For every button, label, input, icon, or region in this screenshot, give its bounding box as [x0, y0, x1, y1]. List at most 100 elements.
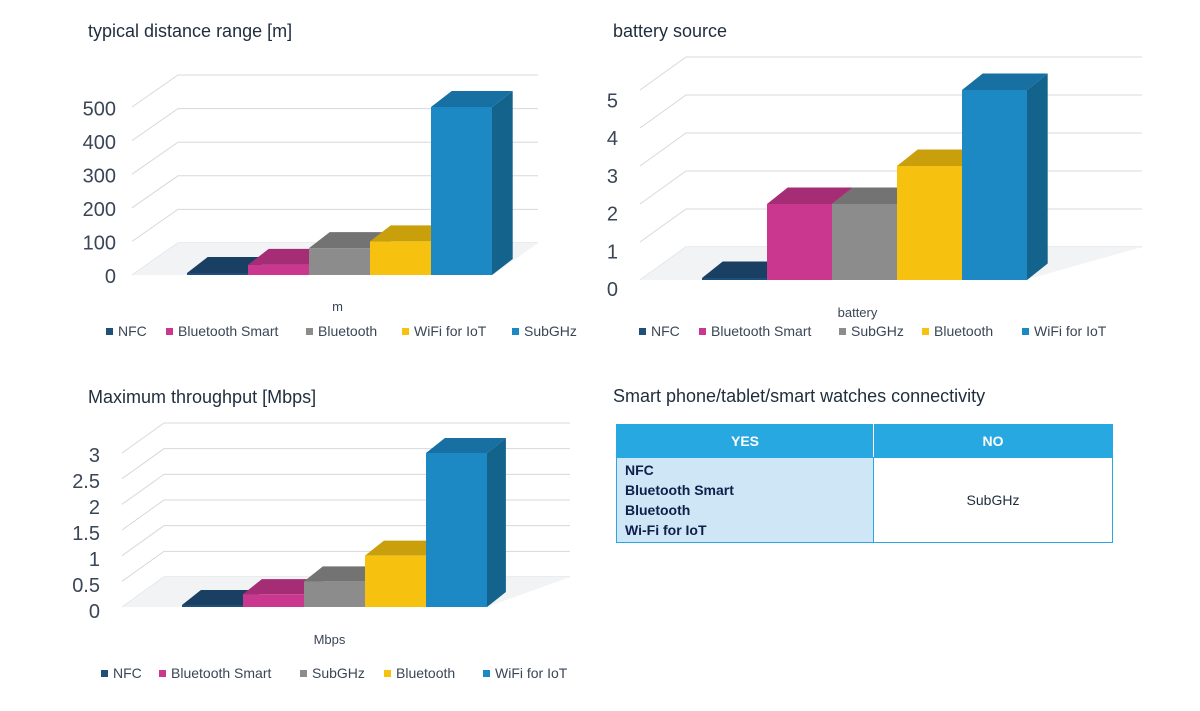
legend-swatch — [922, 328, 929, 335]
legend-label: Bluetooth Smart — [171, 665, 271, 681]
bar-front — [431, 107, 492, 275]
bar-wifi-for-iot — [426, 438, 506, 607]
y-tick-label: 0 — [89, 601, 100, 623]
bar-front — [702, 278, 767, 280]
legend-swatch — [159, 670, 166, 677]
yes-cell: NFC Bluetooth Smart Bluetooth Wi-Fi for … — [616, 457, 874, 543]
bar-subghz — [304, 566, 384, 607]
y-tick-label: 3 — [607, 166, 618, 188]
bar-front — [962, 90, 1027, 280]
bar-front — [426, 453, 487, 607]
y-tick-label: 1.5 — [72, 523, 100, 545]
bar-top — [243, 579, 323, 595]
legend-item-nfc: NFC — [639, 323, 680, 339]
legend-label: Bluetooth — [396, 665, 455, 681]
legend-label: SubGHz — [312, 665, 365, 681]
bar-side — [487, 438, 506, 607]
y-tick-label: 300 — [83, 166, 116, 188]
legend-label: Bluetooth Smart — [178, 323, 278, 339]
y-tick-label: 4 — [607, 128, 618, 150]
legend-item-subghz: SubGHz — [300, 665, 365, 681]
gridline — [639, 56, 1142, 91]
y-tick-label: 5 — [607, 91, 618, 113]
legend-swatch — [166, 328, 173, 335]
gridline — [131, 74, 538, 108]
chart-title-distance: typical distance range [m] — [88, 21, 293, 41]
bar-top — [702, 261, 788, 278]
legend-item-wifi-for-iot: WiFi for IoT — [402, 323, 487, 339]
distance-range-chart: 0 100 200 300 400 500 m NFC Bluetooth Smart Bluet… — [83, 74, 577, 339]
y-tick-label: 3 — [89, 445, 100, 467]
legend-swatch — [639, 328, 646, 335]
bar-front — [243, 594, 304, 607]
chart-title-battery: battery source — [613, 21, 728, 41]
bar-front — [187, 273, 248, 275]
legend-label: SubGHz — [851, 323, 904, 339]
legend-label: NFC — [651, 323, 680, 339]
connectivity-title: Smart phone/tablet/smart watches connect… — [613, 386, 986, 406]
legend-item-bluetooth: Bluetooth — [306, 323, 377, 339]
legend-swatch — [1022, 328, 1029, 335]
gridline — [639, 132, 1142, 167]
legend-label: WiFi for IoT — [414, 323, 487, 339]
legend-item-wifi-for-iot: WiFi for IoT — [483, 665, 568, 681]
bar-front — [182, 605, 243, 607]
y-tick-label: 2 — [607, 204, 618, 226]
bar-top — [832, 187, 918, 204]
y-tick-label: 1 — [607, 241, 618, 263]
legend-item-subghz: SubGHz — [512, 323, 577, 339]
bar-front — [370, 241, 431, 275]
legend-label: WiFi for IoT — [495, 665, 568, 681]
bar-subghz — [431, 91, 513, 275]
legend-label: NFC — [113, 665, 142, 681]
yes-item-nfc: NFC — [625, 462, 654, 478]
x-axis-label: m — [332, 299, 343, 314]
y-tick-label: 2.5 — [72, 471, 100, 493]
legend-label: Bluetooth — [934, 323, 993, 339]
x-axis-label: battery — [838, 305, 878, 320]
legend-label: Bluetooth Smart — [711, 323, 811, 339]
legend-swatch — [300, 670, 307, 677]
gridline — [131, 175, 538, 209]
battery-source-chart: 0 1 2 3 4 5 battery NFC Bluetooth Smart SubGHz Blu… — [607, 56, 1142, 339]
no-item-subghz: SubGHz — [966, 492, 1020, 508]
no-cell: SubGHz — [873, 457, 1113, 543]
connectivity-body-row: NFC Bluetooth Smart Bluetooth Wi-Fi for … — [616, 457, 1113, 543]
y-tick-label: 0.5 — [72, 575, 100, 597]
bar-top — [962, 73, 1048, 90]
legend-swatch — [699, 328, 706, 335]
y-tick-label: 400 — [83, 132, 116, 154]
legend-swatch — [306, 328, 313, 335]
legend-item-wifi-for-iot: WiFi for IoT — [1022, 323, 1107, 339]
y-tick-label: 0 — [105, 266, 116, 288]
legend-swatch — [483, 670, 490, 677]
bar-side — [492, 91, 513, 275]
legend-swatch — [106, 328, 113, 335]
y-tick-label: 2 — [89, 497, 100, 519]
yes-header: YES — [616, 424, 874, 458]
bar-wifi-for-iot — [962, 73, 1048, 280]
gridline — [131, 208, 538, 242]
bar-front — [304, 581, 365, 607]
bar-front — [767, 204, 832, 280]
bar-top — [431, 91, 513, 107]
y-tick-label: 1 — [89, 549, 100, 571]
y-tick-label: 0 — [607, 279, 618, 301]
legend-item-subghz: SubGHz — [839, 323, 904, 339]
legend-item-bluetooth-smart: Bluetooth Smart — [166, 323, 278, 339]
gridline — [639, 94, 1142, 129]
bar-side — [1027, 73, 1048, 280]
y-tick-label: 100 — [83, 233, 116, 255]
legend-swatch — [839, 328, 846, 335]
bar-front — [248, 264, 309, 275]
bar-top — [897, 149, 983, 166]
y-tick-label: 500 — [83, 99, 116, 121]
legend-item-bluetooth-smart: Bluetooth Smart — [699, 323, 811, 339]
bar-front — [309, 248, 370, 275]
gridline — [121, 422, 570, 454]
legend-label: Bluetooth — [318, 323, 377, 339]
chart-title-throughput: Maximum throughput [Mbps] — [88, 387, 317, 407]
bar-front — [365, 555, 426, 607]
bar-bluetooth-smart — [243, 579, 323, 607]
bar-front — [832, 204, 897, 280]
